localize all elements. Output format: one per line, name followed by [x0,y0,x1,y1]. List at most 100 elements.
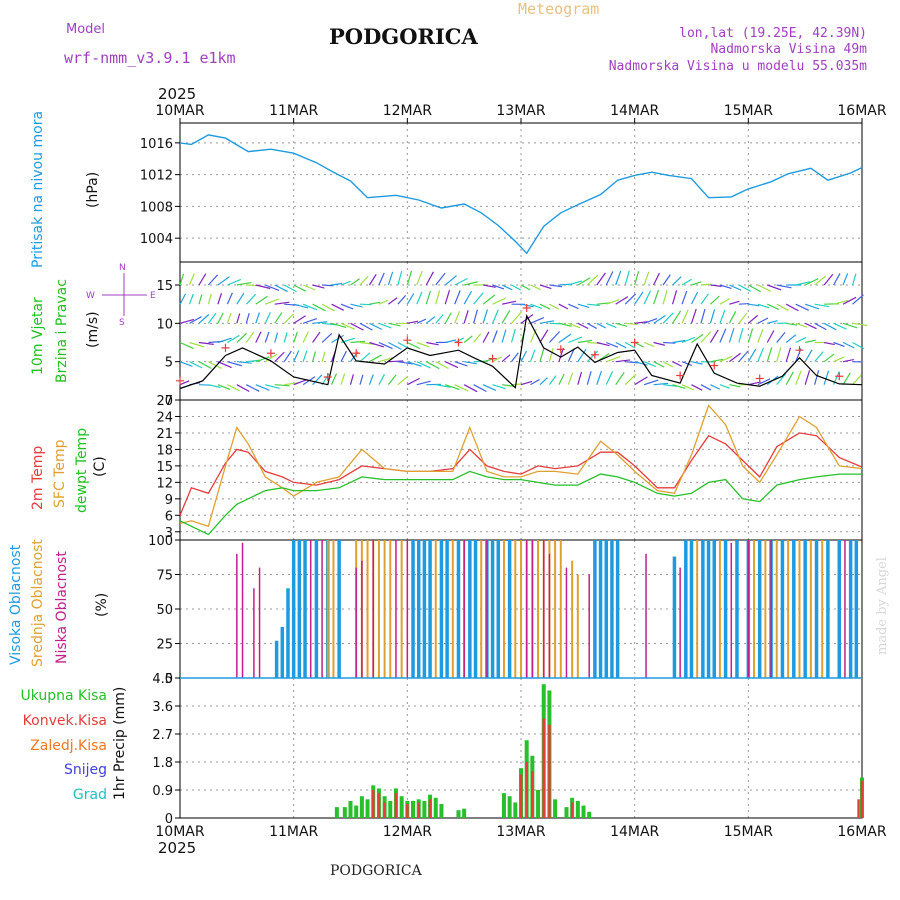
wind-arrow [189,361,203,369]
wind-arrow [302,318,318,324]
wind-arrow [293,303,309,309]
wind-arrow [283,332,288,343]
wind-arrow [255,356,270,363]
wind-arrow [833,341,845,348]
wind-arrow [548,348,554,362]
wind-arrow [435,314,444,324]
wind-arrow [748,303,760,307]
cloud-bar [434,540,437,678]
wind-arrow [501,284,513,291]
wind-arrow [823,353,835,363]
wind-arrow [691,333,704,343]
cloud-bar [814,540,819,678]
wind-arrow [207,293,212,305]
wind-arrow [236,281,252,286]
wind-arrow [463,310,469,324]
wind-arrow [662,312,674,324]
y-tick-label: 1012 [140,169,173,184]
precip-bar [365,799,370,818]
cloud-bar [718,540,721,678]
wind-arrow [189,316,202,324]
cloud-bar [821,540,824,678]
y-tick-label: 21 [156,427,173,442]
x-tick-label-top: 10MAR [155,103,204,119]
wind-gust-marker [488,354,497,363]
wind-arrow [643,290,652,305]
wind-arrow [473,384,487,393]
wind-arrow [605,271,614,286]
wind-arrow [596,370,603,385]
wind-gust-marker [755,374,764,383]
wind-arrow [558,333,572,343]
cloud-bar [321,540,323,678]
wind-arrow [492,284,505,290]
cloud-bar [689,540,694,678]
cloud-bar [844,540,846,678]
wind-arrow [511,284,522,291]
wind-arrow [568,336,583,344]
altitude-text: Nadmorska Visina 49m [710,42,867,57]
cloud-bar [684,540,688,678]
precip-bar [570,802,574,818]
wind-arrow [520,350,528,362]
precip-bar [548,724,551,818]
wind-arrow [227,334,240,344]
wind-arrow [634,376,648,386]
wind-arrow [671,290,678,305]
wind-arrow [274,384,290,387]
wind-unit: (m/s) [85,311,101,348]
wind-arrow [690,291,699,305]
wind-arrow [757,317,769,324]
cloud-bar [303,540,307,678]
wind-arrow [625,322,638,325]
wind-arrow [312,284,325,289]
wind-gust-marker [590,350,599,359]
wind-arrow [179,341,194,350]
cloud-bar [332,540,335,678]
wind-arrow [719,284,732,290]
panel-wind: 0 5 10 15 [156,261,863,409]
wind-arrow [189,341,204,348]
cloud-bar [848,540,853,678]
wind-arrow [444,312,452,324]
cloud-bar [554,540,557,678]
cloud-bar [854,540,859,678]
wind-arrow [265,284,280,292]
wind-arrow [359,352,371,363]
wind-arrow [378,374,385,385]
wind-arrow [719,328,727,343]
cloud-bar [837,540,842,678]
y-tick-label: 3.6 [152,700,173,715]
wind-arrow [388,360,404,363]
wind-arrow [435,272,446,286]
wind-arrow [691,281,702,286]
wind-arrow [406,270,413,286]
pressure-label: Pritisak na nivou mora [30,111,46,268]
wind-arrow [293,284,306,292]
wind-arrow [492,356,503,363]
cloud-bar [326,540,329,678]
wind-arrow [227,361,242,367]
wind-arrow [350,303,363,308]
compass-rose: N W E S [86,263,156,328]
wind-arrow [492,384,506,390]
wind-arrow [236,361,252,364]
cloud-bar [723,540,728,678]
y-tick-label: 1004 [140,232,173,247]
y-tick-label: 0 [165,394,173,409]
wind-arrow [842,296,857,305]
wind-arrow [520,314,534,324]
wind-arrow [331,282,343,286]
panel-frame [179,399,863,541]
wind-arrow [312,303,326,312]
wind-arrow [530,284,541,291]
meteogram-label: Meteogram [518,0,599,18]
y-tick-label: 5 [165,356,173,371]
wind-arrow [757,284,772,292]
wind-arrow [483,284,496,288]
y-tick-label: 0 [165,812,173,827]
wind-arrow [226,292,233,305]
wind-arrow [653,361,665,368]
wind-arrow [729,352,741,363]
temp-dewpt-line [179,470,862,536]
